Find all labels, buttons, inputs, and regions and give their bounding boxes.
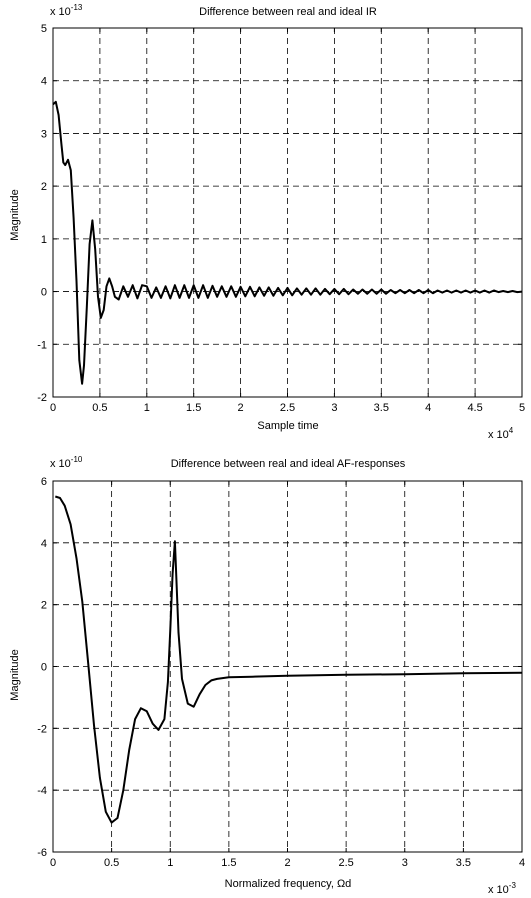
x-tick-label: 3.5 <box>374 402 389 414</box>
grid-lines <box>53 28 522 397</box>
series-line <box>52 100 523 385</box>
series-layer <box>54 495 523 824</box>
x-tick-label: 0 <box>50 402 56 414</box>
x-tick-label: 2.5 <box>280 402 295 414</box>
y-tick-label: 6 <box>41 476 47 488</box>
y-axis-label: Magnitude <box>9 189 21 240</box>
tick-labels: 0 0.5 1 1.5 2 2.5 3 3.5 4 -6 -4 -2 0 2 4 6 <box>37 476 525 869</box>
y-tick-label: 1 <box>41 234 47 246</box>
x-exponent-label: x 10-3 <box>488 881 516 896</box>
y-tick-label: -2 <box>37 392 47 404</box>
y-tick-label: 0 <box>41 662 47 674</box>
y-tick-label: 5 <box>41 23 47 35</box>
y-axis-label: Magnitude <box>9 649 21 700</box>
y-tick-label: 2 <box>41 600 47 612</box>
series-line <box>54 495 523 824</box>
x-tick-label: 1.5 <box>221 857 236 869</box>
ir-difference-plot: Difference between real and ideal IR x 1… <box>9 3 525 441</box>
plot-title: Difference between real and ideal AF-res… <box>171 458 406 470</box>
plot-frame <box>52 480 523 853</box>
x-tick-label: 1 <box>167 857 173 869</box>
y-tick-label: -1 <box>37 339 47 351</box>
x-axis-label: Normalized frequency, Ωd <box>225 878 352 890</box>
x-tick-label: 2 <box>284 857 290 869</box>
x-tick-label: 0.5 <box>104 857 119 869</box>
x-tick-label: 2.5 <box>338 857 353 869</box>
x-tick-label: 3 <box>402 857 408 869</box>
x-tick-label: 4 <box>519 857 525 869</box>
y-exponent-label: x 10-13 <box>50 3 83 18</box>
y-exponent-label: x 10-10 <box>50 455 83 470</box>
x-tick-label: 0.5 <box>92 402 107 414</box>
y-tick-label: -4 <box>37 785 47 797</box>
y-tick-label: 2 <box>41 181 47 193</box>
x-tick-label: 0 <box>50 857 56 869</box>
x-tick-label: 3.5 <box>456 857 471 869</box>
plot-frame <box>52 27 523 398</box>
y-tick-label: -6 <box>37 847 47 859</box>
x-tick-label: 3 <box>331 402 337 414</box>
x-tick-label: 1.5 <box>186 402 201 414</box>
x-tick-label: 4 <box>425 402 431 414</box>
y-tick-label: 3 <box>41 128 47 140</box>
y-tick-label: -2 <box>37 723 47 735</box>
x-tick-label: 1 <box>144 402 150 414</box>
x-axis-label: Sample time <box>257 420 318 432</box>
af-response-difference-plot: Difference between real and ideal AF-res… <box>9 455 525 896</box>
x-tick-label: 4.5 <box>467 402 482 414</box>
x-tick-label: 5 <box>519 402 525 414</box>
y-tick-label: 4 <box>41 76 47 88</box>
x-exponent-label: x 104 <box>488 426 514 441</box>
series-layer <box>52 100 523 385</box>
tick-labels: 0 0.5 1 1.5 2 2.5 3 3.5 4 4.5 5 -2 -1 0 1 2 3 4 5 <box>37 23 525 414</box>
y-tick-label: 4 <box>41 538 47 550</box>
x-tick-label: 2 <box>238 402 244 414</box>
y-tick-label: 0 <box>41 287 47 299</box>
plot-title: Difference between real and ideal IR <box>199 6 377 18</box>
grid-lines <box>53 481 522 852</box>
